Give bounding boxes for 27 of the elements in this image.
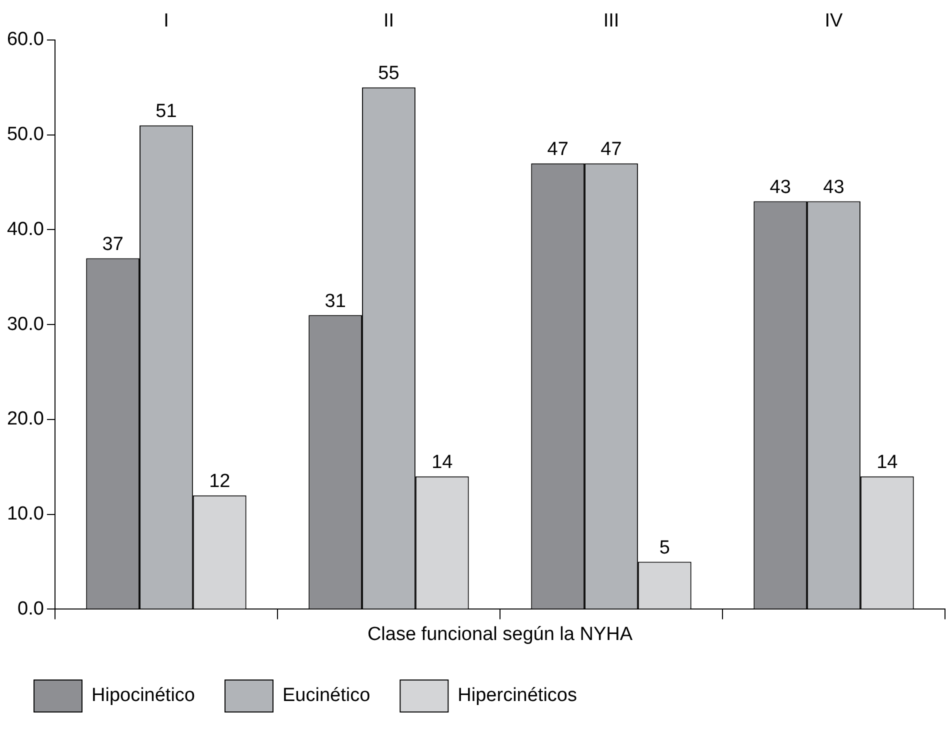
x-tick-label: IV xyxy=(824,10,844,32)
y-tick-label: 50.0 xyxy=(6,124,44,146)
data-label: 43 xyxy=(770,177,791,198)
data-label: 31 xyxy=(324,290,346,312)
legend-label: Hipercinéticos xyxy=(458,685,577,706)
data-label: 12 xyxy=(209,471,230,492)
y-tick-label: 0.0 xyxy=(18,598,44,620)
data-label: 51 xyxy=(156,101,177,122)
legend-label: Hipocinético xyxy=(92,685,195,706)
legend-label: Eucinético xyxy=(282,685,370,706)
data-label: 5 xyxy=(659,538,670,558)
data-label: 37 xyxy=(102,234,124,255)
x-tick-label: II xyxy=(383,10,394,32)
y-tick-label: 60.0 xyxy=(6,29,44,50)
y-tick-label: 20.0 xyxy=(6,408,44,430)
x-tick-label: III xyxy=(603,10,620,32)
data-label: 47 xyxy=(600,139,622,160)
data-label: 47 xyxy=(547,139,568,160)
y-tick-label: 10.0 xyxy=(6,504,44,525)
x-tick-label: I xyxy=(164,10,169,32)
y-tick-label: 40.0 xyxy=(6,218,44,240)
data-label: 55 xyxy=(378,63,400,84)
data-label: 43 xyxy=(823,177,844,198)
data-label: 14 xyxy=(876,452,898,474)
x-axis-title: Clase funcional según la NYHA xyxy=(367,624,633,645)
data-label: 14 xyxy=(432,452,454,474)
y-tick-label: 30.0 xyxy=(6,314,44,335)
